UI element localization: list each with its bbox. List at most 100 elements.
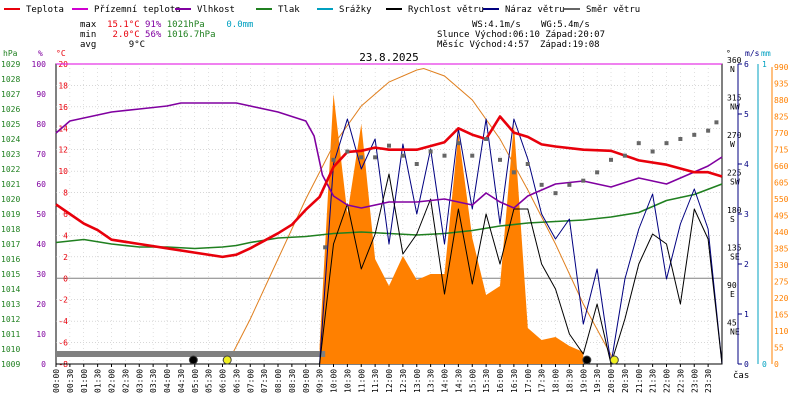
direction-axis-label: ° <box>726 49 731 58</box>
time-tick-label: 16:30 <box>510 369 519 393</box>
time-tick-label: 19:30 <box>593 369 602 393</box>
time-tick-label: 00:30 <box>66 369 75 393</box>
direction-compass-label: SE <box>730 253 740 262</box>
humidity-tick: 0 <box>41 360 46 369</box>
time-tick-label: 01:30 <box>94 369 103 393</box>
solar-tick: 0 <box>774 360 779 369</box>
wind-tick: 6 <box>744 60 749 69</box>
wind-direction-point <box>470 153 475 158</box>
time-tick-label: 05:30 <box>205 369 214 393</box>
pressure-axis-label: hPa <box>3 49 18 58</box>
time-tick-label: 14:30 <box>454 369 463 393</box>
wind-direction-point <box>706 128 711 133</box>
max-hum: 91% <box>145 20 162 30</box>
humidity-tick: 60 <box>36 180 46 189</box>
pressure-tick: 1014 <box>1 285 20 294</box>
wind-direction-point <box>581 178 586 183</box>
solar-tick: 825 <box>774 113 789 122</box>
solar-tick: 550 <box>774 195 789 204</box>
direction-compass-label: NE <box>730 328 740 337</box>
humidity-tick: 70 <box>36 150 46 159</box>
time-tick-label: 17:00 <box>524 369 533 393</box>
wind-direction-point <box>498 157 502 162</box>
legend-label-8: Směr větru <box>586 5 640 15</box>
direction-tick: 315 <box>727 94 742 103</box>
time-tick-label: 21:00 <box>635 369 644 393</box>
direction-tick: 135 <box>727 244 742 253</box>
sun-row: Slunce Východ:06:10 Západ:20:07 <box>437 30 605 40</box>
chart-date: 23.8.2025 <box>359 51 419 64</box>
wind-direction-point <box>484 137 489 141</box>
pressure-tick: 1018 <box>1 225 20 234</box>
time-tick-label: 09:30 <box>316 369 325 393</box>
wind-direction-point <box>692 132 697 137</box>
time-tick-label: 12:00 <box>385 369 394 393</box>
time-tick-label: 21:30 <box>649 369 658 393</box>
wind-direction-point <box>428 149 433 154</box>
wind-direction-point <box>345 149 350 154</box>
calm-wind-strip <box>56 351 326 357</box>
temp-tick: 6 <box>63 210 68 219</box>
solar-tick: 715 <box>774 146 789 155</box>
direction-tick: 225 <box>727 169 742 178</box>
time-tick-label: 06:00 <box>219 369 228 393</box>
time-tick-label: 20:30 <box>621 369 630 393</box>
time-tick-label: 03:30 <box>149 369 158 393</box>
wind-axis-label: m/s <box>745 49 760 58</box>
pressure-tick: 1017 <box>1 240 20 249</box>
moonset-time: Západ:19:08 <box>539 40 600 50</box>
pressure-tick: 1024 <box>1 135 20 144</box>
temp-axis-label: °C <box>56 49 66 58</box>
wind-direction-point <box>359 155 364 160</box>
time-tick-label: 09:00 <box>302 369 311 393</box>
time-tick-label: 22:00 <box>663 369 672 393</box>
legend-label-3: Vlhkost <box>197 5 235 15</box>
pressure-tick: 1009 <box>1 360 20 369</box>
time-tick-label: 02:00 <box>108 369 117 393</box>
time-tick-label: 08:30 <box>288 369 297 393</box>
wind-tick: 1 <box>744 310 749 319</box>
time-tick-label: 15:00 <box>468 369 477 393</box>
temp-tick: 16 <box>58 103 68 112</box>
solar-tick: 605 <box>774 179 789 188</box>
direction-tick: 360 <box>727 56 742 65</box>
pressure-tick: 1020 <box>1 195 20 204</box>
time-tick-label: 10:00 <box>330 369 339 393</box>
humidity-tick: 40 <box>36 240 46 249</box>
time-tick-label: 07:00 <box>246 369 255 393</box>
wind-direction-point <box>678 137 683 141</box>
min-press: 1016.7hPa <box>166 30 216 40</box>
gust-line <box>56 118 723 365</box>
direction-compass-label: W <box>730 140 735 149</box>
wind-direction-point <box>525 162 530 166</box>
wind-direction-point <box>622 153 627 158</box>
wind-direction-point <box>567 182 572 187</box>
solar-tick: 770 <box>774 129 789 138</box>
time-axis-label: čas <box>733 370 749 381</box>
humidity-line <box>55 102 723 209</box>
humidity-tick: 30 <box>36 270 46 279</box>
moonset-marker <box>582 355 592 365</box>
direction-compass-label: S <box>730 215 735 224</box>
time-tick-label: 17:30 <box>538 369 547 393</box>
time-tick-label: 19:00 <box>579 369 588 393</box>
stats-avg-label: avg <box>80 40 97 50</box>
wind-direction-point <box>442 153 447 158</box>
time-tick-label: 07:30 <box>260 369 269 393</box>
solar-tick: 220 <box>774 294 789 303</box>
time-tick-label: 01:00 <box>80 369 89 393</box>
time-tick-label: 13:30 <box>427 369 436 393</box>
pressure-tick: 1028 <box>1 75 20 84</box>
solar-tick: 385 <box>774 245 789 254</box>
wind-direction-point <box>400 153 405 158</box>
wind-tick: 2 <box>744 260 749 269</box>
wind-direction-point <box>636 141 641 146</box>
pressure-tick: 1021 <box>1 180 20 189</box>
legend-label-5: Srážky <box>339 5 372 15</box>
solar-tick: 935 <box>774 80 789 89</box>
temp-tick: -2 <box>58 296 68 305</box>
stats-min-row: min 2.0°C 56% 1016.7hPa <box>80 30 216 40</box>
pressure-tick: 1013 <box>1 300 20 309</box>
wind-direction-point <box>387 143 391 148</box>
time-tick-label: 23:00 <box>690 369 699 393</box>
